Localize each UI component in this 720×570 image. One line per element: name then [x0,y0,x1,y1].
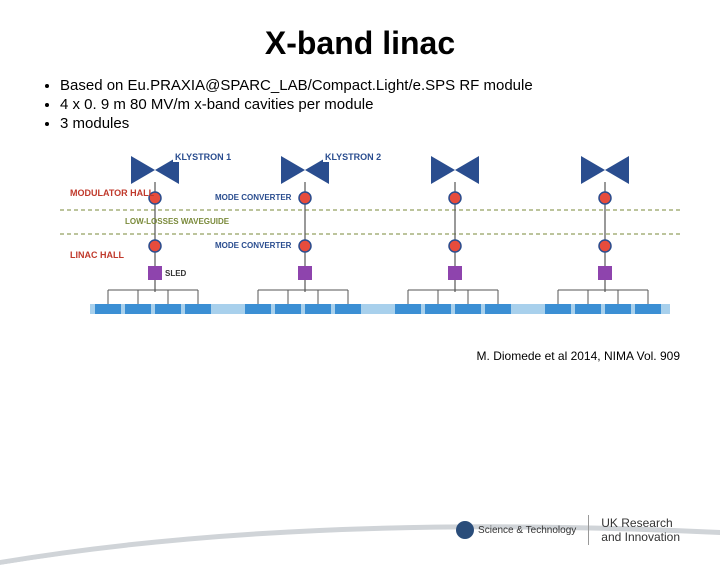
page-title: X-band linac [0,25,720,62]
svg-text:LOW-LOSSES WAVEGUIDE: LOW-LOSSES WAVEGUIDE [125,217,230,226]
svg-text:MODE CONVERTER: MODE CONVERTER [215,193,292,202]
stfc-logo: Science & Technology [456,521,576,539]
linac-diagram: KLYSTRON 1 KLYSTRON 2 MODULATOR HALL MODE C… [0,142,720,332]
svg-text:KLYSTRON 1: KLYSTRON 1 [175,152,231,162]
footer: Science & Technology UK Research and Inn… [0,495,720,565]
bullet-list: Based on Eu.PRAXIA@SPARC_LAB/Compact.Lig… [30,77,690,132]
svg-text:SLED: SLED [165,269,187,278]
ukri-line1: UK Research [601,516,680,530]
stfc-logo-text: Science & Technology [478,525,576,536]
bullet-item: 3 modules [60,115,690,132]
bullet-item: 4 x 0. 9 m 80 MV/m x-band cavities per m… [60,96,690,113]
svg-text:MODULATOR HALL: MODULATOR HALL [70,188,155,198]
svg-text:KLYSTRON 2: KLYSTRON 2 [325,152,381,162]
svg-text:LINAC HALL: LINAC HALL [70,250,124,260]
citation-text: M. Diomede et al 2014, NIMA Vol. 909 [0,349,680,363]
svg-text:MODE CONVERTER: MODE CONVERTER [215,241,292,250]
footer-divider [588,515,589,545]
logo-circle-icon [456,521,474,539]
ukri-line2: and Innovation [601,530,680,544]
bullet-item: Based on Eu.PRAXIA@SPARC_LAB/Compact.Lig… [60,77,690,94]
